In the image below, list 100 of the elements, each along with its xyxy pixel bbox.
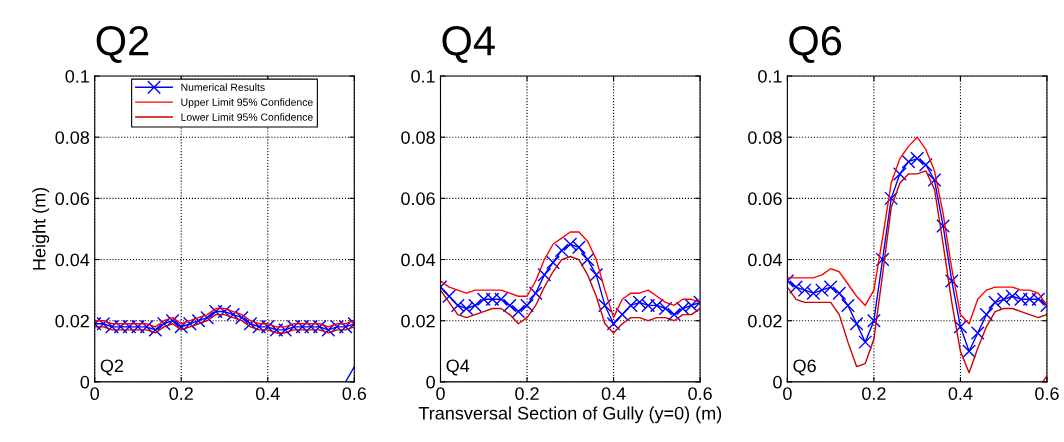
point xyxy=(338,319,353,334)
x-axis-title: Transversal Section of Gully (y=0) (m) xyxy=(418,406,722,424)
chart-title: Q4 xyxy=(442,26,495,64)
point xyxy=(962,344,977,359)
line-series xyxy=(787,136,1047,325)
point xyxy=(849,316,864,331)
point xyxy=(988,295,1002,310)
point xyxy=(554,243,569,258)
point xyxy=(502,298,517,313)
y-tick-label: 0.04 xyxy=(55,253,90,267)
point xyxy=(295,319,310,334)
point xyxy=(927,173,942,187)
point xyxy=(182,316,197,331)
point xyxy=(252,319,267,334)
chart-title: Q6 xyxy=(789,26,842,64)
point xyxy=(286,319,301,334)
legend-label: Lower Limit 95% Confidence xyxy=(181,113,313,121)
x-tick-label: 0.4 xyxy=(948,387,973,401)
point xyxy=(832,286,847,301)
x-tick-label: 0.2 xyxy=(515,387,539,401)
x-tick-label: 0.2 xyxy=(169,387,193,401)
point xyxy=(649,298,664,313)
point xyxy=(615,307,630,322)
point xyxy=(131,319,145,334)
point xyxy=(260,319,275,334)
line-series xyxy=(440,231,701,319)
point xyxy=(684,298,699,313)
point xyxy=(96,316,111,331)
y-tick-label: 0.02 xyxy=(401,314,435,328)
y-tick-label: 0.06 xyxy=(748,192,782,206)
point xyxy=(330,319,344,334)
point xyxy=(667,307,682,322)
point xyxy=(606,316,621,331)
point xyxy=(944,274,959,288)
point xyxy=(217,304,232,319)
point xyxy=(589,267,604,282)
point xyxy=(304,319,318,334)
x-tick-label: 0.6 xyxy=(1035,387,1059,401)
point xyxy=(122,319,137,334)
point xyxy=(105,319,119,334)
point xyxy=(918,157,933,172)
y-tick-label: 0.06 xyxy=(55,192,90,206)
line-series xyxy=(440,255,701,334)
annotation: Q4 xyxy=(446,359,470,376)
point xyxy=(806,286,821,301)
point xyxy=(572,240,586,255)
point xyxy=(312,319,327,334)
point xyxy=(815,283,829,298)
point xyxy=(658,301,673,316)
point xyxy=(597,298,612,313)
chart-title: Q2 xyxy=(96,26,149,64)
point xyxy=(580,252,595,267)
point xyxy=(675,301,690,316)
y-tick-label: 0.04 xyxy=(748,253,782,267)
point xyxy=(234,310,249,325)
point xyxy=(278,322,293,337)
point xyxy=(936,218,951,233)
x-tick-label: 0 xyxy=(436,387,445,401)
x-tick-label: 0.2 xyxy=(862,387,886,401)
point xyxy=(970,326,985,340)
y-tick-label: 0.08 xyxy=(401,131,435,144)
y-tick-label: 0.08 xyxy=(748,131,782,144)
y-tick-label: 0.1 xyxy=(758,69,782,83)
point xyxy=(789,280,803,295)
point xyxy=(520,298,534,313)
point xyxy=(1022,292,1037,307)
point xyxy=(979,307,994,322)
point xyxy=(174,319,189,334)
point xyxy=(623,298,638,313)
x-tick-label: 0.6 xyxy=(342,387,367,401)
point xyxy=(200,310,215,325)
point xyxy=(866,313,881,328)
point xyxy=(840,298,855,313)
point xyxy=(1014,292,1028,307)
point xyxy=(450,298,465,313)
x-tick-label: 0.4 xyxy=(601,387,626,401)
point xyxy=(148,322,163,337)
point xyxy=(537,267,552,282)
point xyxy=(528,286,543,301)
x-tick-label: 0 xyxy=(90,387,100,401)
y-axis-title: Height (m) xyxy=(32,187,50,270)
legend-label: Numerical Results xyxy=(181,83,265,91)
point xyxy=(641,298,656,313)
y-tick-label: 0 xyxy=(426,375,435,389)
annotation: Q6 xyxy=(793,359,816,376)
annotation: Q2 xyxy=(100,359,124,376)
point xyxy=(884,191,899,206)
legend-label: Upper Limit 95% Confidence xyxy=(181,98,313,108)
point xyxy=(476,292,491,307)
point xyxy=(953,319,968,334)
point xyxy=(632,295,647,310)
y-tick-label: 0.1 xyxy=(65,69,89,83)
point xyxy=(226,307,241,322)
x-tick-label: 0.6 xyxy=(688,387,712,401)
y-tick-label: 0.06 xyxy=(401,192,435,206)
point xyxy=(910,151,925,166)
point xyxy=(208,304,223,319)
point xyxy=(113,319,128,334)
x-tick-label: 0.4 xyxy=(255,387,280,401)
point xyxy=(468,298,483,313)
